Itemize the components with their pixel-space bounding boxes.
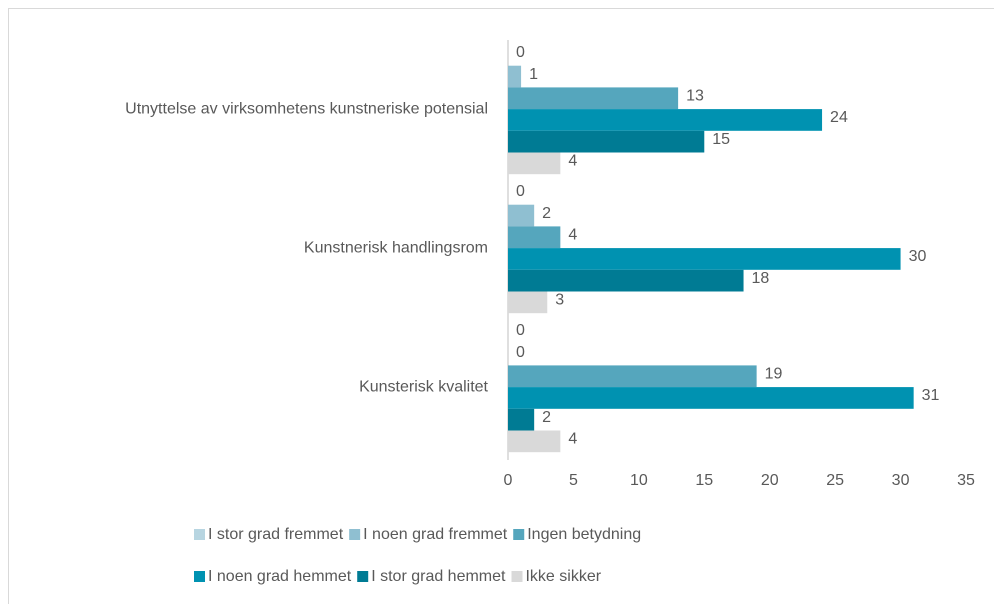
category-label: Utnyttelse av virksomhetens kunstneriske… xyxy=(125,100,488,117)
legend-row: I stor grad fremmet I noen grad fremmet In… xyxy=(194,526,641,543)
legend-label: I noen grad hemmet xyxy=(208,568,352,585)
x-tick-label: 20 xyxy=(761,472,779,489)
legend-label: I stor grad hemmet xyxy=(371,568,506,585)
value-label: 0 xyxy=(516,183,525,200)
bar xyxy=(508,408,535,431)
value-label: 0 xyxy=(516,344,525,361)
bar xyxy=(508,387,914,409)
legend-row: I noen grad hemmet I stor grad hemmet Ikke… xyxy=(194,568,602,585)
x-tick-label: 15 xyxy=(695,472,713,489)
bar xyxy=(508,65,522,88)
bar xyxy=(508,204,535,227)
x-tick-label: 25 xyxy=(826,472,844,489)
value-label: 2 xyxy=(542,205,551,222)
value-label: 30 xyxy=(909,248,927,265)
value-label: 18 xyxy=(752,270,770,287)
legend-label: Ingen betydning xyxy=(527,526,641,543)
value-label: 19 xyxy=(765,365,783,382)
bar xyxy=(508,269,744,292)
bar xyxy=(508,291,548,314)
value-label: 0 xyxy=(516,44,525,61)
bar xyxy=(508,87,679,110)
legend-label: I noen grad fremmet xyxy=(363,526,508,543)
bar xyxy=(508,226,561,249)
bar xyxy=(508,109,823,131)
chart-border xyxy=(8,8,994,604)
value-label: 0 xyxy=(516,322,525,339)
x-tick-label: 0 xyxy=(504,472,513,489)
value-label: 15 xyxy=(712,131,730,148)
bar xyxy=(508,430,561,453)
bar xyxy=(508,130,705,153)
legend-swatch xyxy=(511,571,523,582)
legend-swatch xyxy=(194,529,205,540)
x-tick-label: 5 xyxy=(569,472,578,489)
x-tick-label: 30 xyxy=(892,472,910,489)
bar xyxy=(508,365,757,388)
legend-label: I stor grad fremmet xyxy=(208,526,344,543)
value-label: 4 xyxy=(568,153,577,170)
legend-label: Ikke sikker xyxy=(525,568,601,585)
value-label: 4 xyxy=(568,226,577,243)
bar xyxy=(508,152,561,175)
value-label: 31 xyxy=(922,387,940,404)
legend-swatch xyxy=(194,571,205,582)
value-label: 13 xyxy=(686,87,704,104)
legend-swatch xyxy=(349,529,361,540)
legend-swatch xyxy=(513,529,525,540)
bar xyxy=(508,248,901,270)
value-label: 24 xyxy=(830,109,848,126)
category-label: Kunsterisk kvalitet xyxy=(359,378,488,395)
x-tick-label: 35 xyxy=(957,472,975,489)
category-label: Kunstnerisk handlingsrom xyxy=(304,239,488,256)
value-label: 4 xyxy=(568,431,577,448)
value-label: 1 xyxy=(529,66,538,83)
value-label: 3 xyxy=(555,292,564,309)
legend-swatch xyxy=(357,571,369,582)
value-label: 2 xyxy=(542,409,551,426)
x-tick-label: 10 xyxy=(630,472,648,489)
